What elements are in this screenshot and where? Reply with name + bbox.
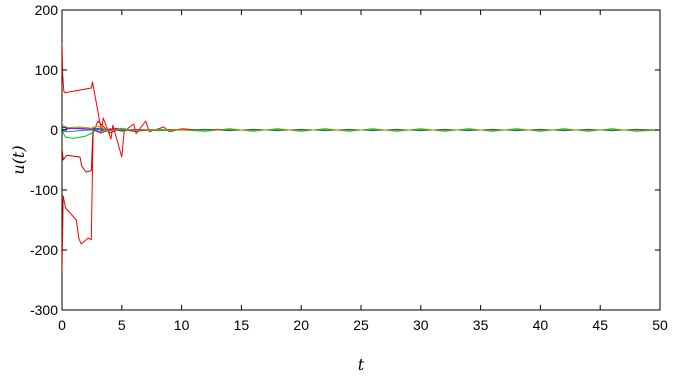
x-tick-label-45: 45: [592, 317, 608, 333]
y-tick-label-200: 200: [35, 2, 59, 18]
x-tick-label-50: 50: [652, 317, 668, 333]
x-tick-label-20: 20: [293, 317, 309, 333]
ticks-layer: 0 5 10 15 20 25 30 35 40 45 50 -300 -200 -100 0 100 200: [30, 2, 668, 333]
plot-area: [61, 9, 661, 311]
y-axis-label: u(t): [9, 145, 28, 174]
y-tick-label--200: -200: [30, 242, 58, 258]
x-tick-label-30: 30: [413, 317, 429, 333]
x-tick-label-25: 25: [353, 317, 369, 333]
x-tick-label-10: 10: [174, 317, 190, 333]
x-tick-label-40: 40: [533, 317, 549, 333]
x-axis-label: t: [358, 355, 365, 374]
y-tick-label--100: -100: [30, 182, 58, 198]
plot-frame: [61, 9, 661, 311]
x-tick-label-15: 15: [234, 317, 250, 333]
x-tick-label-0: 0: [58, 317, 66, 333]
y-tick-label-0: 0: [50, 122, 58, 138]
y-tick-label-100: 100: [35, 62, 59, 78]
series-line-8: [62, 124, 660, 132]
series-layer: [62, 42, 660, 272]
x-tick-label-5: 5: [118, 317, 126, 333]
y-tick-label--300: -300: [30, 302, 58, 318]
x-tick-label-35: 35: [473, 317, 489, 333]
